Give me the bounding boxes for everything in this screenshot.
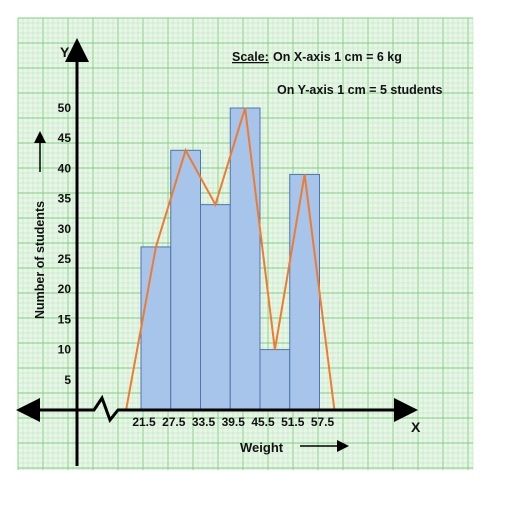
histogram-bar-1 xyxy=(140,246,172,411)
x-tick-label: 45.5 xyxy=(251,415,275,429)
y-tick-label: 40 xyxy=(58,161,72,175)
y-axis-label: Number of students xyxy=(33,201,47,319)
x-tick-labels: 21.5 27.5 33.5 39.5 45.5 51.5 57.5 xyxy=(132,415,334,429)
y-tick-label: 5 xyxy=(64,373,71,387)
scale-y-text: On Y-axis 1 cm = 5 students xyxy=(277,83,443,97)
histogram-bar-3 xyxy=(200,204,231,411)
x-axis-name: X xyxy=(411,419,421,435)
x-tick-label: 51.5 xyxy=(281,415,305,429)
x-axis-label: Weight xyxy=(240,440,284,455)
x-tick-label: 57.5 xyxy=(311,415,335,429)
y-tick-label: 25 xyxy=(58,252,72,266)
y-tick-label: 20 xyxy=(58,282,72,296)
x-tick-label: 39.5 xyxy=(222,415,246,429)
y-tick-label: 15 xyxy=(58,312,72,326)
histogram-bar-5 xyxy=(259,349,291,411)
y-axis-name: Y xyxy=(60,44,70,60)
scale-x-text: On X-axis 1 cm = 6 kg xyxy=(273,50,402,64)
y-tick-label: 35 xyxy=(58,192,72,206)
y-tick-labels: 5 10 15 20 25 30 35 40 45 50 xyxy=(58,101,72,387)
histogram-bar-6 xyxy=(289,173,320,411)
scale-heading: Scale: xyxy=(232,50,269,64)
y-tick-label: 45 xyxy=(58,131,72,145)
x-tick-label: 27.5 xyxy=(162,415,186,429)
y-tick-label: 50 xyxy=(58,101,72,115)
histogram-bar-4 xyxy=(229,107,261,411)
histogram-bar-2 xyxy=(170,149,201,411)
axis-break-zigzag xyxy=(84,394,130,424)
y-tick-label: 30 xyxy=(58,222,72,236)
x-tick-label: 21.5 xyxy=(132,415,156,429)
x-tick-label: 33.5 xyxy=(192,415,216,429)
histogram-bars xyxy=(140,107,320,411)
y-tick-label: 10 xyxy=(58,343,72,357)
frequency-polygon xyxy=(125,107,336,411)
